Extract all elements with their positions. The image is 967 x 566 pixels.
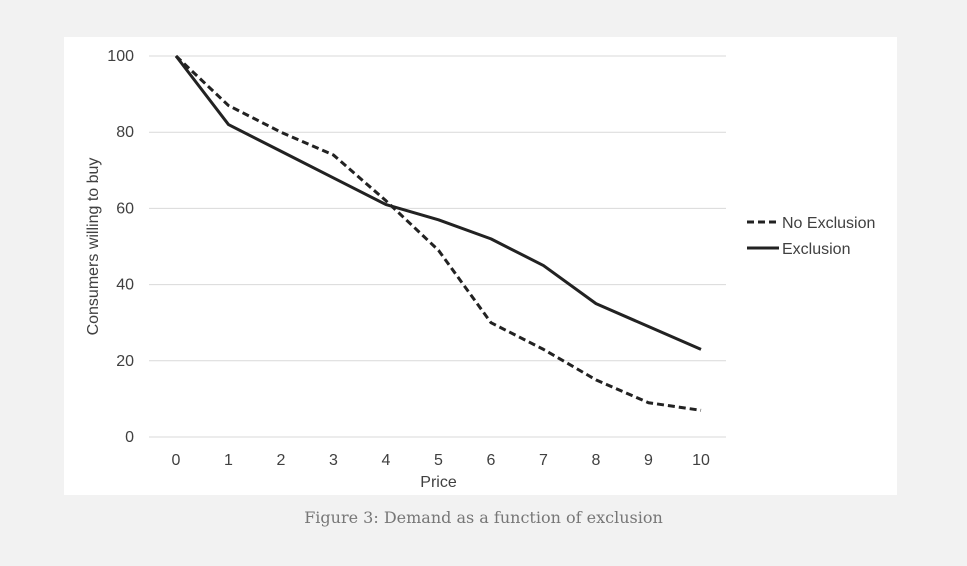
y-tick-label: 80 (116, 124, 134, 141)
y-tick-label: 100 (107, 48, 134, 65)
x-tick-label: 1 (224, 452, 233, 469)
figure-caption: Figure 3: Demand as a function of exclus… (304, 508, 663, 527)
demand-line-chart: 0 20 40 60 80 100 0 1 2 3 4 5 6 7 8 9 10 Price Consumer… (85, 48, 875, 491)
x-tick-label: 4 (382, 452, 391, 469)
x-tick-label: 0 (172, 452, 181, 469)
legend-label: No Exclusion (782, 215, 875, 232)
series-line-no-exclusion (174, 54, 702, 412)
x-tick-label: 6 (487, 452, 496, 469)
x-tick-label: 5 (434, 452, 443, 469)
y-axis-label: Consumers willing to buy (85, 158, 102, 336)
x-tick-label: 10 (692, 452, 710, 469)
x-tick-label: 9 (644, 452, 653, 469)
x-tick-labels: 0 1 2 3 4 5 6 7 8 9 10 (172, 452, 710, 469)
y-tick-label: 60 (116, 200, 134, 217)
legend: No Exclusion Exclusion (747, 215, 875, 258)
chart-panel: 0 20 40 60 80 100 0 1 2 3 4 5 6 7 8 9 10 Price Consumer… (64, 37, 897, 495)
series-line-exclusion (174, 55, 702, 351)
gridlines (149, 55, 726, 438)
y-tick-label: 20 (116, 353, 134, 370)
x-tick-label: 8 (592, 452, 601, 469)
x-tick-label: 3 (329, 452, 338, 469)
y-tick-label: 0 (125, 429, 134, 446)
x-tick-label: 2 (277, 452, 286, 469)
y-tick-label: 40 (116, 277, 134, 294)
legend-label: Exclusion (782, 241, 850, 258)
x-axis-label: Price (420, 474, 457, 491)
series-lines (174, 54, 702, 412)
x-tick-label: 7 (539, 452, 548, 469)
y-tick-labels: 0 20 40 60 80 100 (107, 48, 134, 446)
